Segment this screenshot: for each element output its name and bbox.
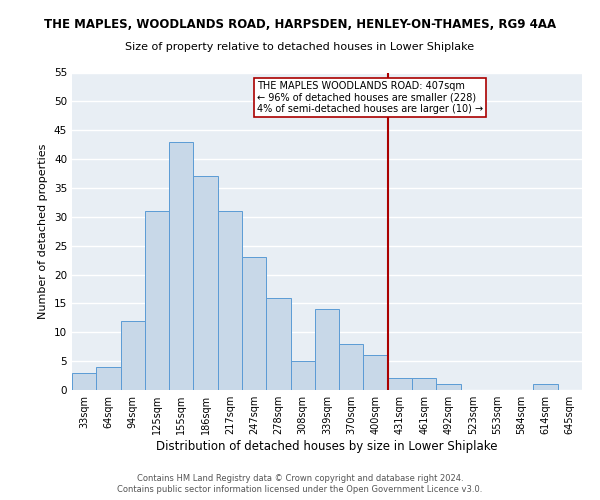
Bar xyxy=(412,378,436,390)
Bar xyxy=(266,298,290,390)
Bar xyxy=(72,372,96,390)
Bar xyxy=(242,257,266,390)
Bar xyxy=(315,309,339,390)
Text: THE MAPLES, WOODLANDS ROAD, HARPSDEN, HENLEY-ON-THAMES, RG9 4AA: THE MAPLES, WOODLANDS ROAD, HARPSDEN, HE… xyxy=(44,18,556,30)
Bar xyxy=(96,367,121,390)
Text: Size of property relative to detached houses in Lower Shiplake: Size of property relative to detached ho… xyxy=(125,42,475,52)
Bar xyxy=(388,378,412,390)
Bar xyxy=(364,356,388,390)
Bar xyxy=(290,361,315,390)
Bar xyxy=(145,211,169,390)
Bar xyxy=(339,344,364,390)
Bar xyxy=(169,142,193,390)
Bar xyxy=(533,384,558,390)
Bar xyxy=(193,176,218,390)
Y-axis label: Number of detached properties: Number of detached properties xyxy=(38,144,49,319)
Bar xyxy=(121,320,145,390)
Bar xyxy=(218,211,242,390)
X-axis label: Distribution of detached houses by size in Lower Shiplake: Distribution of detached houses by size … xyxy=(156,440,498,453)
Text: THE MAPLES WOODLANDS ROAD: 407sqm
← 96% of detached houses are smaller (228)
4% : THE MAPLES WOODLANDS ROAD: 407sqm ← 96% … xyxy=(257,81,482,114)
Bar xyxy=(436,384,461,390)
Text: Contains HM Land Registry data © Crown copyright and database right 2024.
Contai: Contains HM Land Registry data © Crown c… xyxy=(118,474,482,494)
